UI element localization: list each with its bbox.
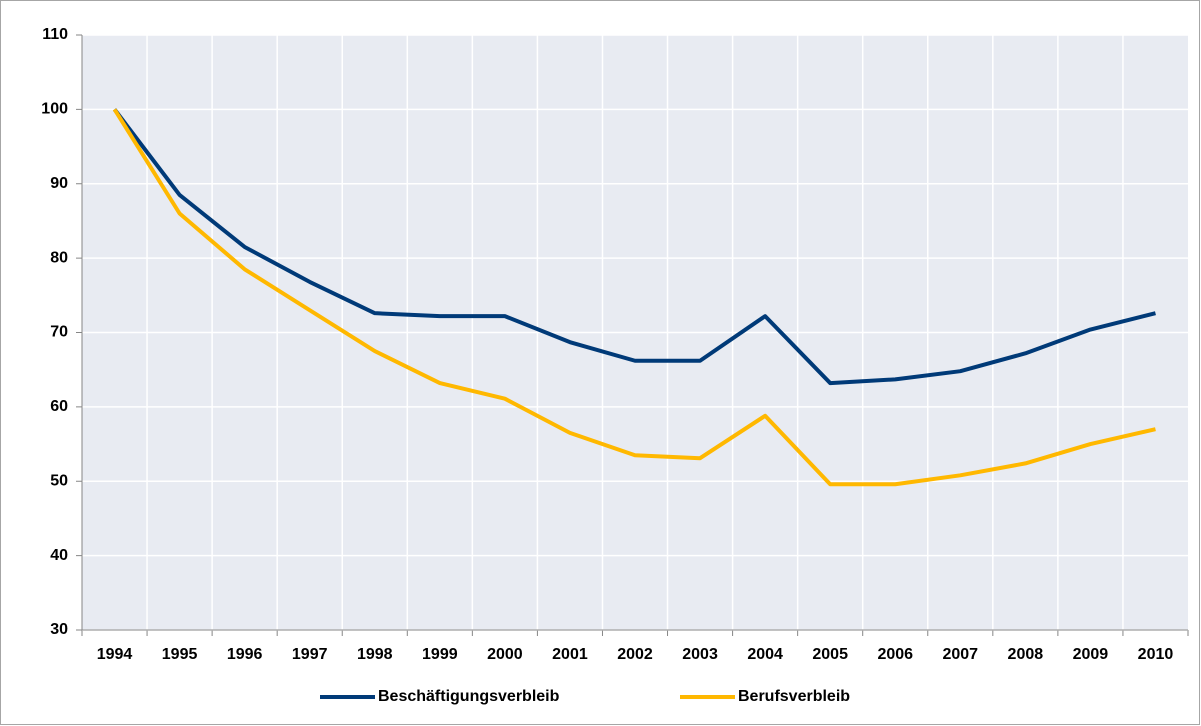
x-tick-label: 1999 [422, 646, 458, 663]
x-tick-label: 1994 [97, 646, 133, 663]
legend-label: Beschäftigungsverbleib [378, 688, 560, 705]
x-tick-label: 2006 [877, 646, 913, 663]
x-tick-label: 2009 [1073, 646, 1109, 663]
legend-label: Berufsverbleib [738, 688, 850, 705]
x-tick-label: 2010 [1138, 646, 1174, 663]
series-line [112, 108, 1156, 386]
x-tick-label: 2003 [682, 646, 718, 663]
x-tick-label: 1996 [227, 646, 263, 663]
y-tick-label: 80 [50, 249, 68, 266]
x-tick-label: 2000 [487, 646, 523, 663]
y-tick-label: 40 [50, 547, 68, 564]
y-tick-label: 90 [50, 175, 68, 192]
y-tick-label: 30 [50, 621, 68, 638]
y-tick-label: 110 [42, 26, 68, 43]
x-tick-label: 2007 [942, 646, 978, 663]
x-tick-label: 2008 [1008, 646, 1044, 663]
y-tick-label: 60 [50, 398, 68, 415]
x-tick-label: 2004 [747, 646, 783, 663]
x-tick-label: 1998 [357, 646, 393, 663]
y-tick-label: 100 [41, 101, 68, 118]
x-tick-label: 2001 [552, 646, 588, 663]
x-tick-label: 2005 [812, 646, 848, 663]
series-line [112, 108, 1156, 487]
x-tick-label: 1997 [292, 646, 328, 663]
x-tick-label: 1995 [162, 646, 198, 663]
y-tick-label: 50 [50, 472, 68, 489]
y-tick-label: 70 [50, 324, 68, 341]
x-tick-label: 2002 [617, 646, 653, 663]
